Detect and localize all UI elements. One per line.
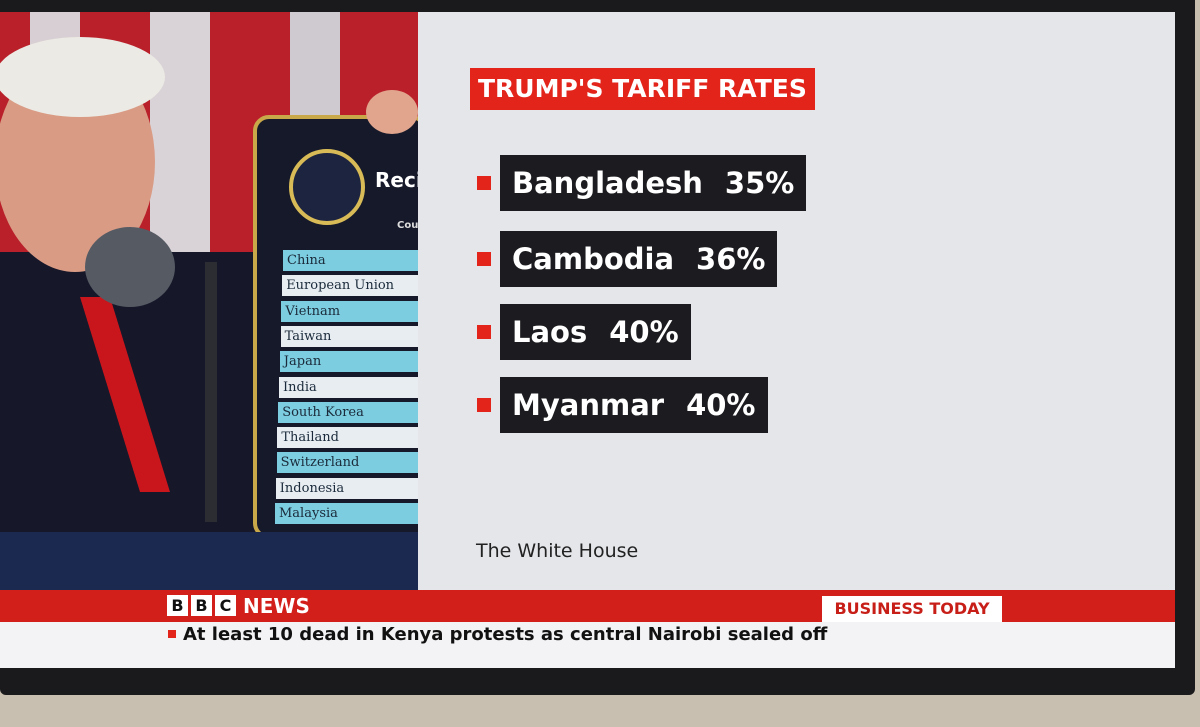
programme: BUSINESS TODAY	[822, 596, 1002, 622]
board-row: European Union	[282, 275, 427, 297]
rate-box: Cambodia 36%	[500, 231, 778, 287]
rate-box: Laos 40%	[500, 304, 691, 360]
logo-letter: B	[191, 595, 212, 616]
country: Bangladesh	[512, 166, 703, 200]
country: Cambodia	[512, 242, 675, 276]
rate: 35%	[724, 166, 795, 200]
board-row: Indonesia	[275, 477, 420, 499]
headline: At least 10 dead in Kenya protests as ce…	[183, 624, 828, 645]
logo-letter: C	[215, 595, 236, 616]
rate: 40%	[609, 315, 679, 349]
board-row: Switzerland	[276, 452, 421, 474]
board-row: Thailand	[277, 427, 422, 449]
board-row: Malaysia	[275, 503, 419, 524]
country: Myanmar	[512, 388, 665, 422]
rate: 40%	[686, 388, 756, 422]
brand: NEWS	[243, 594, 310, 618]
source: The White House	[476, 540, 639, 562]
bullet	[477, 325, 491, 339]
bullet	[477, 398, 491, 412]
rate: 36%	[696, 242, 766, 276]
rate-box: Bangladesh 35%	[500, 155, 807, 211]
board-row: Taiwan	[280, 325, 425, 347]
rate-box: Myanmar 40%	[500, 377, 768, 433]
bullet	[477, 252, 491, 266]
country: Laos	[512, 315, 588, 349]
board-heading: Reci	[375, 168, 423, 192]
bullet	[477, 176, 491, 190]
board-row: South Korea	[278, 401, 423, 423]
logo-letter: B	[167, 595, 188, 616]
board-row: China	[283, 250, 427, 271]
ticker-bar	[0, 622, 1175, 668]
board-column: Coun	[397, 220, 426, 231]
board-row: Japan	[279, 351, 424, 373]
board-row: Vietnam	[281, 300, 426, 322]
board-row: India	[279, 376, 423, 398]
graphic-title: TRUMP'S TARIFF RATES	[470, 68, 815, 110]
ticker-bullet	[168, 630, 176, 638]
